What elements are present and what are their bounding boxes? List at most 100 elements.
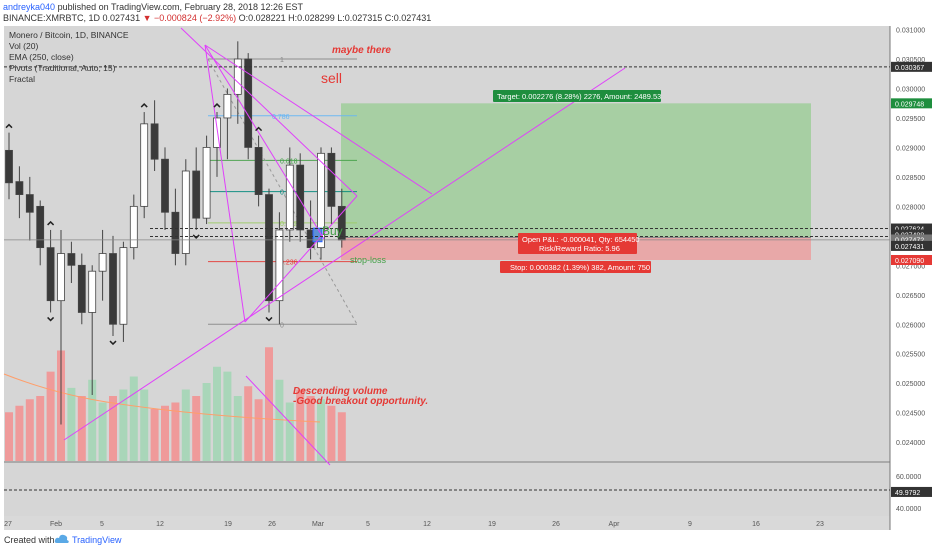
candle-body[interactable]: [265, 194, 273, 302]
target-zone[interactable]: [341, 103, 811, 238]
candle-body[interactable]: [46, 247, 55, 302]
trend-line[interactable]: [245, 375, 331, 466]
publish-info: published on TradingView.com, February 2…: [57, 2, 304, 12]
author-link[interactable]: andreyka040: [3, 2, 56, 12]
candle-body[interactable]: [36, 205, 45, 249]
volume-bar: [327, 405, 336, 461]
price-marker-badge: [891, 98, 932, 109]
price-marker-badge: [891, 223, 932, 234]
time-tick-label: 5: [366, 521, 370, 528]
trend-line[interactable]: [180, 27, 358, 197]
price-tick-label: 0.025500: [896, 352, 925, 359]
stop-text: Stop: 0.000382 (1.39%) 382, Amount: 750: [510, 263, 650, 272]
legend-pivots[interactable]: Pivots (Traditional, Auto, 15): [9, 63, 116, 73]
stop-badge: [500, 261, 651, 273]
volume-bar: [88, 379, 97, 461]
candle-body[interactable]: [181, 170, 190, 254]
price-tick-label: 0.024000: [896, 440, 925, 447]
candle-body[interactable]: [171, 211, 180, 254]
tradingview-link[interactable]: TradingView: [72, 535, 122, 545]
price-tick-label: 0.026500: [896, 293, 925, 300]
fractal-down-icon: [47, 316, 55, 322]
candle-body[interactable]: [77, 264, 86, 313]
volume-bar: [25, 399, 34, 461]
indicator-marker-label: 49.9792: [895, 490, 920, 497]
candle-body[interactable]: [223, 93, 232, 119]
price-tick-label: 0.031000: [896, 28, 925, 35]
stop-loss-label: stop-loss: [350, 255, 387, 265]
candle-body[interactable]: [150, 123, 159, 160]
fib-level-label: 0.5: [280, 190, 290, 197]
time-tick-label: 23: [816, 521, 824, 528]
buy-label: Buy: [322, 224, 343, 238]
indicator-tick-label: 60.0000: [896, 474, 921, 481]
price-tick-label: 0.027000: [896, 263, 925, 270]
symbol-name: BINANCE:XMRBTC, 1D: [3, 13, 101, 23]
candle-body[interactable]: [213, 117, 221, 148]
annotation-labels: Monero / Bitcoin, 1D, BINANCE Vol (20) E…: [9, 30, 661, 407]
candle-body[interactable]: [67, 253, 76, 266]
candle-body[interactable]: [25, 194, 34, 213]
ema-line: [3, 373, 321, 423]
fib-level-label: 1: [280, 57, 284, 64]
price-marker-label: 0.027431: [895, 244, 924, 251]
fib-level-label: 0.236: [280, 260, 298, 267]
change-arrow-icon: ▼: [142, 13, 152, 23]
volume-bar: [265, 347, 273, 461]
trend-line[interactable]: [204, 44, 325, 240]
fractal-up-icon: [213, 102, 221, 108]
time-tick-label: 9: [688, 521, 692, 528]
candle-body[interactable]: [119, 247, 128, 325]
candle-body[interactable]: [244, 58, 253, 148]
maybe-there-label: maybe there: [332, 45, 391, 56]
last-price: 0.027431: [102, 13, 141, 23]
candle-body[interactable]: [317, 152, 325, 249]
candle-body[interactable]: [161, 158, 169, 213]
time-tick-label: 26: [268, 521, 276, 528]
candle-body[interactable]: [140, 123, 149, 207]
time-tick-label: 16: [752, 521, 760, 528]
trend-line[interactable]: [204, 44, 246, 323]
candle-body[interactable]: [285, 164, 294, 231]
legend-ema[interactable]: EMA (250, close): [9, 52, 74, 62]
trend-line[interactable]: [63, 67, 626, 441]
candle-body[interactable]: [202, 147, 211, 219]
time-tick-label: 19: [224, 521, 232, 528]
time-tick-label: Feb: [50, 521, 62, 528]
fractal-up-icon: [47, 220, 55, 226]
fractal-up-icon: [5, 123, 13, 129]
candle-body[interactable]: [129, 205, 138, 249]
candle-body[interactable]: [88, 270, 97, 313]
price-change: −0.000824 (−2.92%): [154, 13, 237, 23]
candle-body[interactable]: [327, 152, 336, 207]
candle-body[interactable]: [233, 58, 242, 95]
volume-bar: [129, 376, 138, 461]
volume-bar: [192, 396, 201, 461]
candle-body[interactable]: [57, 253, 65, 302]
time-axis-bg[interactable]: [4, 516, 890, 530]
candle-body[interactable]: [254, 147, 263, 195]
chart-header: andreyka040 published on TradingView.com…: [0, 0, 932, 24]
candle-body[interactable]: [296, 164, 305, 231]
volume-bar: [140, 389, 149, 461]
time-tick-label: 12: [423, 521, 431, 528]
candle-body[interactable]: [275, 229, 284, 302]
candle-body[interactable]: [109, 253, 117, 325]
time-tick-label: 5: [100, 521, 104, 528]
trend-line[interactable]: [244, 195, 358, 323]
price-tick-label: 0.030500: [896, 57, 925, 64]
candle-body[interactable]: [192, 170, 201, 219]
volume-bar: [213, 366, 221, 461]
trend-line[interactable]: [204, 44, 433, 195]
time-tick-label: 27: [4, 521, 12, 528]
fractal-up-icon: [140, 102, 148, 108]
legend-fractal[interactable]: Fractal: [9, 74, 35, 84]
volume-bar: [254, 399, 263, 461]
legend-title: Monero / Bitcoin, 1D, BINANCE: [9, 30, 129, 40]
candle-body[interactable]: [5, 149, 13, 184]
legend-vol[interactable]: Vol (20): [9, 41, 38, 51]
candle-body[interactable]: [15, 181, 24, 195]
candle-body[interactable]: [98, 253, 107, 272]
volume-bar: [306, 396, 315, 461]
